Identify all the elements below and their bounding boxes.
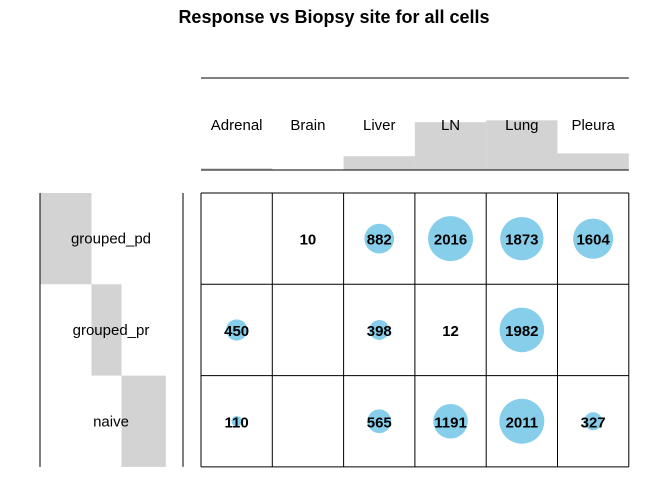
bubble-grouped-pd-liver (364, 223, 395, 254)
column-bar-pleura (557, 153, 629, 170)
row-bar-grouped-pd (40, 193, 92, 285)
bubble-naive-adrenal (231, 415, 242, 427)
cell-value-labels: 10 882 2016 1873 1604 450 398 12 1982 110 565 1191 2… (224, 232, 610, 432)
column-bar-lung (486, 120, 558, 170)
value-label-grouped-pd-brain: 10 (300, 232, 317, 249)
column-label-adrenal: Adrenal (211, 117, 263, 134)
column-label-ln: LN (441, 117, 460, 134)
bubble-naive-ln (433, 403, 468, 439)
value-label-grouped-pd-lung: 1873 (505, 232, 538, 249)
bubble-grouped-pr-lung (499, 307, 545, 353)
value-label-grouped-pd-liver: 882 (367, 232, 392, 249)
value-label-grouped-pd-pleura: 1604 (576, 232, 610, 249)
bubble-naive-pleura (584, 412, 603, 431)
column-label-brain: Brain (290, 117, 325, 134)
bubble-grouped-pd-lung (500, 216, 544, 261)
column-bar-adrenal (201, 168, 273, 170)
value-label-grouped-pr-ln: 12 (442, 323, 459, 340)
value-label-grouped-pr-lung: 1982 (505, 323, 538, 340)
column-bar-liver (343, 156, 415, 170)
bubble-layer (226, 216, 614, 444)
value-label-naive-lung: 2011 (506, 414, 539, 431)
value-label-naive-ln: 1191 (434, 414, 467, 431)
bubble-grouped-pr-adrenal (226, 319, 248, 341)
bubble-grouped-pd-ln (428, 216, 474, 262)
bubble-naive-lung (499, 398, 545, 444)
chart-title: Response vs Biopsy site for all cells (178, 7, 489, 27)
row-marginal-bars (40, 193, 166, 467)
value-label-naive-adrenal: 110 (225, 414, 249, 431)
value-label-naive-liver: 565 (367, 414, 392, 431)
row-bar-naive (121, 375, 166, 467)
value-label-grouped-pr-liver: 398 (367, 323, 392, 340)
value-label-grouped-pd-ln: 2016 (434, 232, 467, 249)
row-label-naive: naive (93, 413, 129, 430)
row-label-grouped-pr: grouped_pr (73, 322, 150, 339)
value-label-naive-pleura: 327 (581, 414, 606, 431)
bubble-grouped-pd-pleura (573, 218, 614, 259)
row-bar-grouped-pr (91, 284, 122, 376)
value-label-grouped-pr-adrenal: 450 (224, 323, 249, 340)
column-label-liver: Liver (363, 117, 396, 134)
column-labels: Adrenal Brain Liver LN Lung Pleura (211, 117, 616, 134)
table-grid (200, 192, 630, 468)
row-label-grouped-pd: grouped_pd (71, 231, 151, 248)
panel-frames (39, 77, 629, 467)
column-marginal-bars (201, 120, 629, 170)
bubble-naive-liver (367, 409, 392, 434)
column-label-pleura: Pleura (571, 117, 615, 134)
column-bar-ln (414, 122, 487, 170)
bubble-grouped-pr-liver (369, 319, 390, 340)
column-label-lung: Lung (505, 117, 538, 134)
